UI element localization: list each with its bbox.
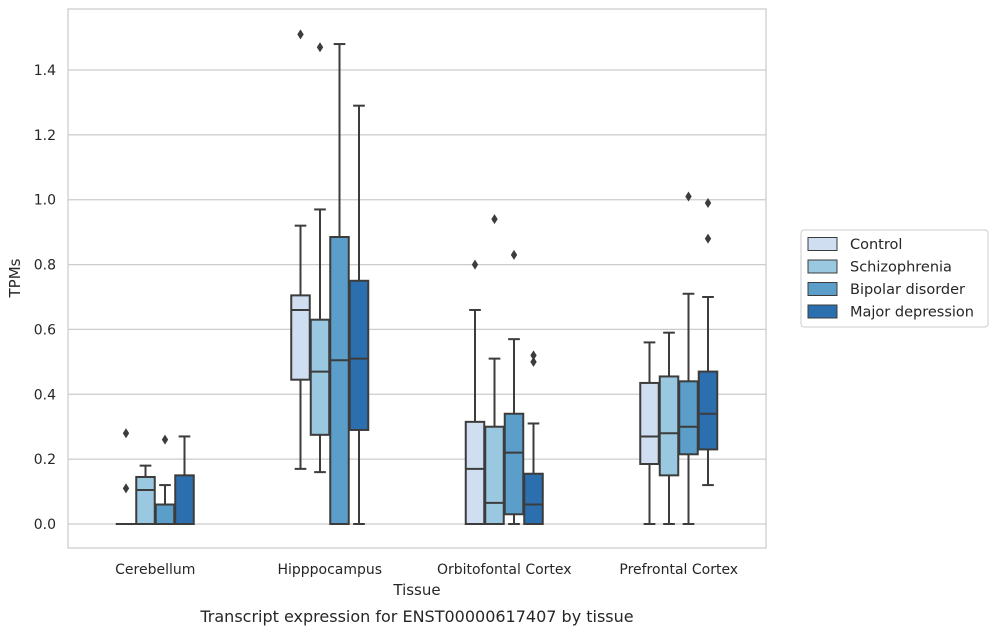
x-tick-label: Orbitofontal Cortex (437, 562, 572, 578)
box-2-1 (484, 214, 505, 526)
legend-label: Major depression (850, 305, 974, 321)
legend-swatch (807, 282, 838, 296)
outlier-point (530, 350, 537, 361)
outlier-point (530, 356, 537, 367)
iqr-box (678, 380, 699, 456)
box-1-3 (348, 104, 370, 525)
outlier-point (316, 42, 324, 53)
box-3-3 (697, 197, 719, 487)
outlier-point (297, 29, 304, 40)
box-1-2 (329, 43, 350, 525)
y-tick-label: 0.6 (34, 322, 56, 338)
y-tick-label: 1.0 (34, 193, 56, 209)
x-axis-ticks: Cerebellum Hipppocampus Orbitofontal Corte… (115, 562, 738, 578)
x-axis-label: Tissue (392, 581, 440, 599)
iqr-box (658, 375, 680, 477)
legend: Control Schizophrenia Bipolar disorder Majo… (800, 229, 989, 328)
outlier-point (510, 249, 518, 260)
box-2-3 (523, 350, 544, 526)
iqr-box (484, 425, 505, 526)
x-tick-label: Hipppocampus (277, 562, 382, 578)
iqr-box (503, 412, 525, 516)
chart-caption: Transcript expression for ENST0000061740… (199, 607, 633, 626)
iqr-box (174, 474, 195, 526)
box-0-1 (135, 464, 156, 526)
x-tick-label: Prefrontal Cortex (619, 562, 738, 578)
box-0-2 (154, 434, 176, 525)
legend-label: Bipolar disorder (850, 282, 965, 298)
outlier-point (704, 197, 712, 208)
iqr-box (135, 475, 156, 526)
iqr-box (329, 236, 350, 525)
y-tick-label: 0.0 (34, 517, 56, 533)
y-tick-label: 1.2 (34, 128, 56, 144)
y-axis-ticks: 0.0 0.2 0.4 0.6 0.8 1.0 1.2 1.4 (34, 63, 56, 533)
box-1-1 (309, 42, 331, 474)
y-tick-label: 0.2 (34, 452, 56, 468)
legend-label: Schizophrenia (850, 260, 952, 276)
outlier-point (122, 483, 130, 494)
iqr-box (290, 294, 311, 381)
y-tick-label: 0.4 (34, 387, 56, 403)
y-tick-label: 0.8 (34, 258, 56, 274)
iqr-box (523, 472, 544, 526)
iqr-box (697, 370, 719, 451)
iqr-box (348, 279, 370, 431)
outlier-point (471, 259, 479, 270)
legend-swatch (807, 304, 838, 319)
outlier-point (704, 233, 712, 244)
box-3-2 (678, 191, 699, 525)
box-2-2 (503, 249, 525, 525)
box-2-0 (464, 259, 486, 526)
outlier-point (491, 214, 498, 225)
outlier-point (685, 191, 692, 202)
legend-label: Control (850, 237, 902, 253)
box-0-0 (115, 428, 137, 526)
iqr-box (309, 318, 331, 436)
box-3-0 (639, 341, 660, 525)
iqr-box (154, 503, 176, 525)
y-tick-label: 1.4 (34, 63, 56, 79)
x-tick-label: Cerebellum (115, 562, 195, 578)
iqr-box (464, 420, 486, 526)
legend-swatch (807, 237, 838, 251)
legend-frame (800, 229, 989, 328)
plot-area-frame (67, 8, 767, 549)
box-0-3 (174, 435, 195, 526)
outlier-point (122, 428, 130, 439)
y-axis-label: TPMs (6, 258, 24, 298)
iqr-box (639, 381, 660, 466)
legend-swatch (807, 259, 838, 274)
outlier-point (161, 434, 169, 445)
box-plot-series (115, 29, 719, 526)
box-3-1 (658, 331, 680, 525)
box-1-0 (290, 29, 311, 470)
